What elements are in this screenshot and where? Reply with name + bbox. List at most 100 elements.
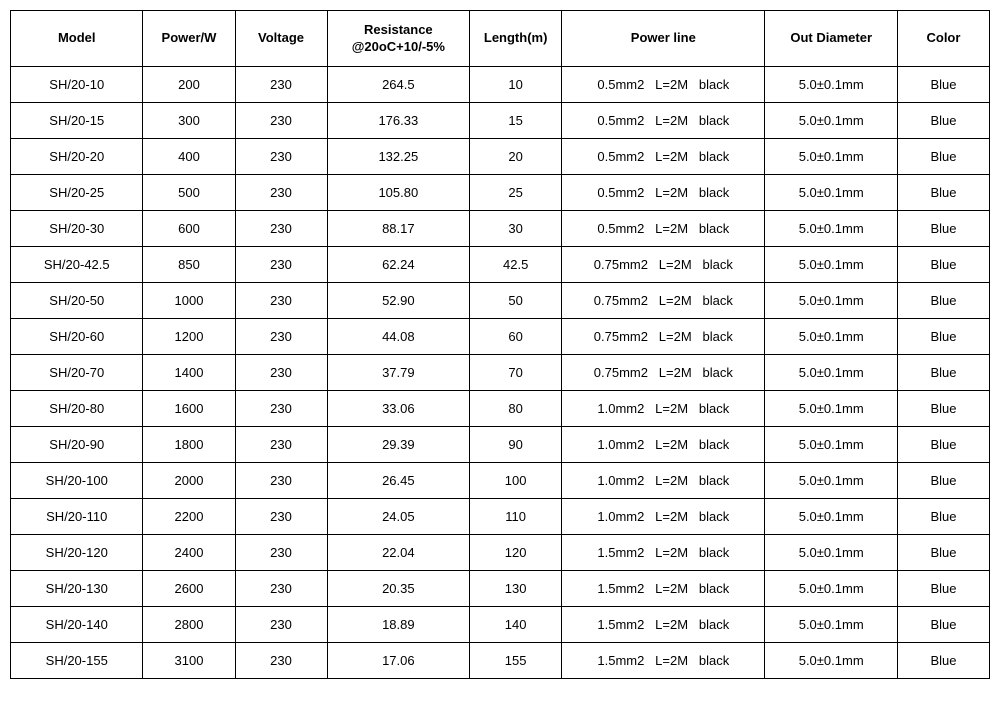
cell-voltage: 230 xyxy=(235,643,327,679)
cell-powerline: 1.0mm2 L=2M black xyxy=(562,427,765,463)
table-row: SH/20-130260023020.351301.5mm2 L=2M blac… xyxy=(11,571,990,607)
cell-diameter: 5.0±0.1mm xyxy=(765,175,897,211)
cell-power: 2600 xyxy=(143,571,235,607)
cell-powerline: 0.75mm2 L=2M black xyxy=(562,283,765,319)
table-row: SH/20-120240023022.041201.5mm2 L=2M blac… xyxy=(11,535,990,571)
cell-diameter: 5.0±0.1mm xyxy=(765,211,897,247)
cell-power: 1400 xyxy=(143,355,235,391)
cell-color: Blue xyxy=(897,535,989,571)
cell-length: 30 xyxy=(470,211,562,247)
table-row: SH/20-110220023024.051101.0mm2 L=2M blac… xyxy=(11,499,990,535)
cell-power: 2200 xyxy=(143,499,235,535)
cell-model: SH/20-60 xyxy=(11,319,143,355)
cell-diameter: 5.0±0.1mm xyxy=(765,247,897,283)
cell-length: 70 xyxy=(470,355,562,391)
cell-color: Blue xyxy=(897,643,989,679)
cell-diameter: 5.0±0.1mm xyxy=(765,355,897,391)
cell-diameter: 5.0±0.1mm xyxy=(765,535,897,571)
cell-resistance: 17.06 xyxy=(327,643,470,679)
cell-power: 1000 xyxy=(143,283,235,319)
cell-diameter: 5.0±0.1mm xyxy=(765,571,897,607)
cell-resistance: 20.35 xyxy=(327,571,470,607)
table-row: SH/20-10200230264.5100.5mm2 L=2M black5.… xyxy=(11,67,990,103)
cell-model: SH/20-90 xyxy=(11,427,143,463)
table-row: SH/20-15300230176.33150.5mm2 L=2M black5… xyxy=(11,103,990,139)
cell-power: 400 xyxy=(143,139,235,175)
cell-model: SH/20-30 xyxy=(11,211,143,247)
cell-voltage: 230 xyxy=(235,463,327,499)
cell-length: 20 xyxy=(470,139,562,175)
cell-diameter: 5.0±0.1mm xyxy=(765,67,897,103)
cell-resistance: 37.79 xyxy=(327,355,470,391)
cell-voltage: 230 xyxy=(235,535,327,571)
cell-color: Blue xyxy=(897,463,989,499)
cell-powerline: 0.5mm2 L=2M black xyxy=(562,103,765,139)
table-row: SH/20-80160023033.06801.0mm2 L=2M black5… xyxy=(11,391,990,427)
cell-powerline: 1.0mm2 L=2M black xyxy=(562,391,765,427)
cell-model: SH/20-155 xyxy=(11,643,143,679)
table-row: SH/20-42.585023062.2442.50.75mm2 L=2M bl… xyxy=(11,247,990,283)
cell-color: Blue xyxy=(897,139,989,175)
cell-power: 1800 xyxy=(143,427,235,463)
cell-voltage: 230 xyxy=(235,571,327,607)
cell-powerline: 0.5mm2 L=2M black xyxy=(562,175,765,211)
cell-resistance: 22.04 xyxy=(327,535,470,571)
cell-color: Blue xyxy=(897,211,989,247)
cell-length: 140 xyxy=(470,607,562,643)
cell-length: 25 xyxy=(470,175,562,211)
cell-color: Blue xyxy=(897,175,989,211)
cell-voltage: 230 xyxy=(235,427,327,463)
cell-length: 130 xyxy=(470,571,562,607)
cell-diameter: 5.0±0.1mm xyxy=(765,139,897,175)
cell-length: 100 xyxy=(470,463,562,499)
header-row: ModelPower/WVoltageResistance@20oC+10/-5… xyxy=(11,11,990,67)
cell-model: SH/20-42.5 xyxy=(11,247,143,283)
cell-power: 500 xyxy=(143,175,235,211)
table-row: SH/20-20400230132.25200.5mm2 L=2M black5… xyxy=(11,139,990,175)
cell-resistance: 105.80 xyxy=(327,175,470,211)
cell-resistance: 132.25 xyxy=(327,139,470,175)
cell-voltage: 230 xyxy=(235,139,327,175)
cell-model: SH/20-20 xyxy=(11,139,143,175)
cell-diameter: 5.0±0.1mm xyxy=(765,103,897,139)
cell-length: 90 xyxy=(470,427,562,463)
cell-power: 850 xyxy=(143,247,235,283)
col-header-powerline: Power line xyxy=(562,11,765,67)
table-row: SH/20-25500230105.80250.5mm2 L=2M black5… xyxy=(11,175,990,211)
cell-model: SH/20-100 xyxy=(11,463,143,499)
cell-resistance: 264.5 xyxy=(327,67,470,103)
col-header-color: Color xyxy=(897,11,989,67)
cell-power: 300 xyxy=(143,103,235,139)
cell-color: Blue xyxy=(897,319,989,355)
cell-color: Blue xyxy=(897,103,989,139)
cell-color: Blue xyxy=(897,247,989,283)
cell-model: SH/20-140 xyxy=(11,607,143,643)
spec-table: ModelPower/WVoltageResistance@20oC+10/-5… xyxy=(10,10,990,679)
col-header-diameter: Out Diameter xyxy=(765,11,897,67)
cell-voltage: 230 xyxy=(235,247,327,283)
cell-power: 2800 xyxy=(143,607,235,643)
table-row: SH/20-70140023037.79700.75mm2 L=2M black… xyxy=(11,355,990,391)
cell-length: 80 xyxy=(470,391,562,427)
cell-powerline: 0.75mm2 L=2M black xyxy=(562,319,765,355)
cell-voltage: 230 xyxy=(235,499,327,535)
cell-diameter: 5.0±0.1mm xyxy=(765,463,897,499)
cell-powerline: 1.0mm2 L=2M black xyxy=(562,499,765,535)
cell-power: 600 xyxy=(143,211,235,247)
cell-resistance: 29.39 xyxy=(327,427,470,463)
col-header-length: Length(m) xyxy=(470,11,562,67)
cell-voltage: 230 xyxy=(235,283,327,319)
cell-resistance: 18.89 xyxy=(327,607,470,643)
cell-powerline: 0.5mm2 L=2M black xyxy=(562,139,765,175)
cell-diameter: 5.0±0.1mm xyxy=(765,283,897,319)
cell-power: 2400 xyxy=(143,535,235,571)
cell-model: SH/20-50 xyxy=(11,283,143,319)
cell-diameter: 5.0±0.1mm xyxy=(765,427,897,463)
cell-powerline: 1.0mm2 L=2M black xyxy=(562,463,765,499)
table-head: ModelPower/WVoltageResistance@20oC+10/-5… xyxy=(11,11,990,67)
cell-model: SH/20-80 xyxy=(11,391,143,427)
cell-model: SH/20-25 xyxy=(11,175,143,211)
cell-length: 10 xyxy=(470,67,562,103)
cell-powerline: 1.5mm2 L=2M black xyxy=(562,607,765,643)
cell-model: SH/20-10 xyxy=(11,67,143,103)
